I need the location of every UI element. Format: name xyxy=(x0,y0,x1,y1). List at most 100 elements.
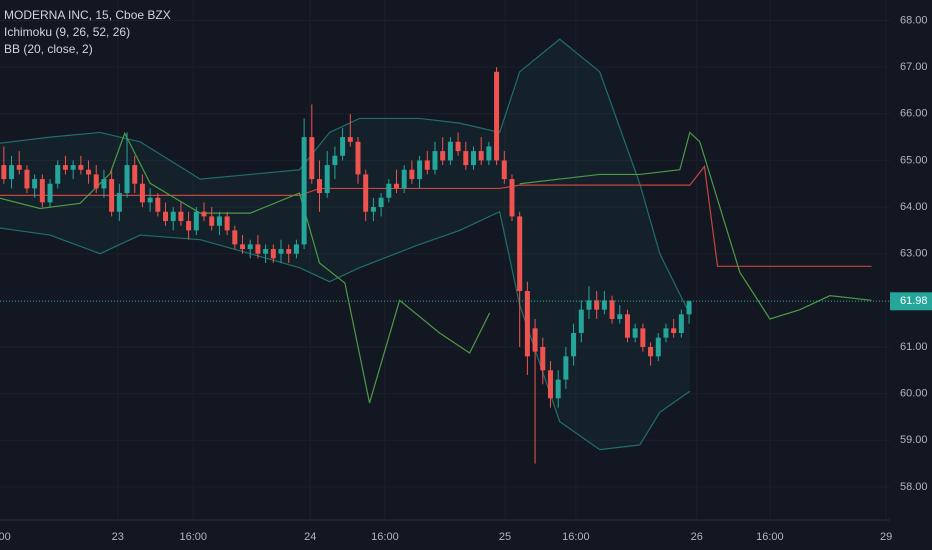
candle-body xyxy=(24,169,30,189)
candle-body xyxy=(293,244,299,254)
candle-body xyxy=(78,165,84,170)
candle-body xyxy=(363,174,369,212)
candle-body xyxy=(571,332,577,357)
x-tick-label: 25 xyxy=(499,531,511,543)
candle-body xyxy=(455,141,461,152)
x-tick-label: 16:00 xyxy=(371,531,399,543)
candle-body xyxy=(655,337,661,357)
candle-body xyxy=(170,211,176,222)
candle-body xyxy=(678,314,684,333)
candle-body xyxy=(432,151,438,170)
candle-body xyxy=(263,249,269,254)
candle-body xyxy=(578,309,584,333)
grid xyxy=(0,0,890,520)
candle-body xyxy=(517,216,523,292)
y-tick-label: 60.00 xyxy=(900,388,928,400)
y-tick-label: 65.00 xyxy=(900,154,928,166)
candle-body xyxy=(547,370,553,399)
x-tick-label: 26 xyxy=(691,531,703,543)
candle-body xyxy=(340,137,346,156)
candle-body xyxy=(9,165,15,180)
candle-body xyxy=(386,183,392,198)
candle-body xyxy=(163,211,169,222)
candle-body xyxy=(224,216,230,231)
axes: 58.0059.0060.0061.0062.0063.0064.0065.00… xyxy=(0,14,932,543)
candle-body xyxy=(255,244,261,254)
candle-body xyxy=(440,151,446,161)
candle-body xyxy=(1,165,7,180)
candle-body xyxy=(301,137,307,245)
x-tick-label: 24 xyxy=(304,531,316,543)
candle-body xyxy=(116,193,122,212)
candle-body xyxy=(663,328,669,338)
candle-body xyxy=(601,300,607,310)
y-tick-label: 67.00 xyxy=(900,61,928,73)
candle-body xyxy=(524,291,530,357)
indicator-line xyxy=(519,131,872,320)
candle-body xyxy=(178,211,184,222)
x-tick-label: 16:00 xyxy=(562,531,590,543)
y-tick-label: 63.00 xyxy=(900,248,928,260)
candle-body xyxy=(317,179,323,194)
candle-body xyxy=(401,169,407,189)
candle-body xyxy=(393,183,399,189)
candle-body xyxy=(447,141,453,161)
candle-body xyxy=(32,179,38,189)
y-tick-label: 64.00 xyxy=(900,201,928,213)
candle-body xyxy=(486,146,492,161)
y-tick-label: 68.00 xyxy=(900,14,928,26)
band-upper xyxy=(0,38,691,315)
candle-body xyxy=(186,221,192,231)
candle-body xyxy=(586,300,592,310)
x-tick-label: 20:00 xyxy=(0,531,11,543)
candle-body xyxy=(409,169,415,180)
indicator-label: BB (20, close, 2) xyxy=(4,42,93,56)
candle-body xyxy=(232,230,238,245)
candle-body xyxy=(101,179,107,189)
candle-body xyxy=(355,141,361,175)
candle-body xyxy=(632,328,638,338)
candle-body xyxy=(332,155,338,166)
candle-body xyxy=(470,151,476,166)
candle-body xyxy=(155,197,161,212)
x-tick-label: 29 xyxy=(880,531,892,543)
candle-body xyxy=(540,346,546,371)
chart-title: MODERNA INC, 15, Cboe BZX xyxy=(4,8,171,22)
candle-body xyxy=(62,165,68,170)
candle-body xyxy=(139,183,145,203)
y-tick-label: 66.00 xyxy=(900,108,928,120)
candle-body xyxy=(563,356,569,380)
band-lower xyxy=(0,210,691,451)
x-tick-label: 23 xyxy=(112,531,124,543)
candle-body xyxy=(278,249,284,254)
candle-body xyxy=(370,207,376,212)
candle-body xyxy=(93,174,99,189)
candle-body xyxy=(86,169,92,175)
candle-body xyxy=(286,249,292,254)
candle-body xyxy=(494,71,500,161)
candle-body xyxy=(270,249,276,259)
y-tick-label: 61.00 xyxy=(900,341,928,353)
candle-body xyxy=(640,328,646,347)
candle-body xyxy=(501,160,507,180)
candle-body xyxy=(671,328,677,333)
x-tick-label: 16:00 xyxy=(179,531,207,543)
candle-body xyxy=(70,165,76,170)
band-fill xyxy=(0,39,690,450)
candle-body xyxy=(124,165,130,194)
candle-body xyxy=(648,346,654,357)
candle-body xyxy=(132,165,138,184)
candle-body xyxy=(16,165,22,170)
candle-body xyxy=(617,314,623,319)
plot xyxy=(0,38,890,464)
candle-body xyxy=(624,314,630,338)
candle-body xyxy=(509,179,515,217)
last-price-label: 61.98 xyxy=(900,295,928,307)
candle-body xyxy=(209,216,215,226)
candle-body xyxy=(609,300,615,319)
indicator-label: Ichimoku (9, 26, 52, 26) xyxy=(4,25,130,39)
candle-body xyxy=(347,137,353,142)
last-price-box xyxy=(890,292,932,311)
